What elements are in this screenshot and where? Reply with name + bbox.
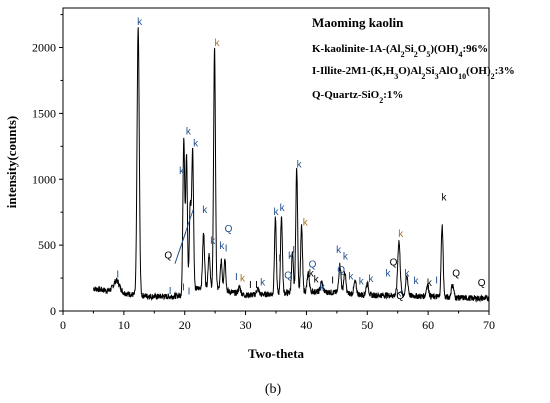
x-tick-label: 20 [179,318,191,332]
peak-label: k [368,274,374,285]
y-axis-title: intensity(counts) [4,116,19,208]
peak-label: k [274,207,280,218]
peak-label: k [240,273,246,284]
peak-label: k [320,283,326,294]
peak-label: Q [164,250,172,261]
peak-label: I [292,245,295,256]
peak-label: k [137,17,143,28]
peak-label: k [385,269,391,280]
x-tick-label: 10 [118,318,130,332]
xrd-series-line [93,27,490,303]
peak-label: Q [284,271,292,282]
peak-label: k [179,166,185,177]
peak-label: k [210,236,216,247]
x-axis-ticks: 0 10 20 30 40 50 60 70 [60,311,495,332]
peak-label: k [260,277,266,288]
peak-label: k [303,217,309,228]
annotation-lines [174,209,194,264]
peak-label: k [343,252,349,263]
x-tick-label: 50 [361,318,373,332]
peak-label: I [435,275,438,286]
peak-label: I [188,287,191,298]
peak-label: k [193,138,199,149]
y-tick-label: 1000 [32,172,56,186]
y-tick-label: 500 [38,238,56,252]
peak-label: k [309,269,315,280]
peak-label: k [404,269,410,280]
y-axis-ticks: 0 500 1000 1500 2000 [32,14,63,318]
peak-label: k [359,277,365,288]
peak-label: k [427,278,433,289]
y-tick-label: 1500 [32,106,56,120]
peak-label: k [441,192,447,203]
panel-label: (b) [265,382,282,397]
peak-label: k [288,251,294,262]
x-tick-label: 40 [300,318,312,332]
peak-label: Q [337,265,345,276]
peak-label: k [214,38,220,49]
peak-label: I [182,283,185,294]
peak-label: k [280,203,286,214]
peak-label: Q [225,224,233,235]
peak-label: k [336,245,342,256]
peak-label: I [235,272,238,283]
annotation-line [174,209,194,264]
y-tick-label: 2000 [32,41,56,55]
x-axis-title: Two-theta [248,346,305,361]
peak-label: Q [390,258,398,269]
x-tick-label: 60 [422,318,434,332]
peak-label: Q [452,269,460,280]
x-tick-label: 0 [60,318,66,332]
peak-label: k [219,241,225,252]
peak-label: I [225,244,228,255]
peak-label: I [331,275,334,286]
y-tick-label: 0 [50,304,56,318]
peak-label: Q [396,291,404,302]
legend-illite: I-Illite-2M1-(K,H3O)Al2Si3AlO10(OH)2:3% [312,65,515,81]
peak-label: k [314,275,320,286]
peak-label: Q [478,278,486,289]
peak-label: I [169,286,172,297]
peak-label: I [116,269,119,280]
peak-label: k [186,126,192,137]
legend-title: Maoming kaolin [312,15,404,30]
x-tick-label: 70 [483,318,495,332]
peak-label: I [255,280,258,291]
peak-label: k [348,271,354,282]
peak-label: I [249,280,252,291]
peak-label: k [202,205,208,216]
peak-label: k [297,159,303,170]
x-tick-label: 30 [240,318,252,332]
peak-label: k [413,276,419,287]
peak-label: k [396,289,402,300]
legend-quartz: Q-Quartz-SiO2:1% [312,89,403,105]
legend-box: Maoming kaolin K-kaolinite-1A-(Al2Si2O5)… [312,15,515,105]
legend-kaolinite: K-kaolinite-1A-(Al2Si2O5)(OH)4:96% [312,43,488,59]
peak-label: Q [309,260,317,271]
peak-label: k [398,229,404,240]
peak-label: I [278,254,281,265]
